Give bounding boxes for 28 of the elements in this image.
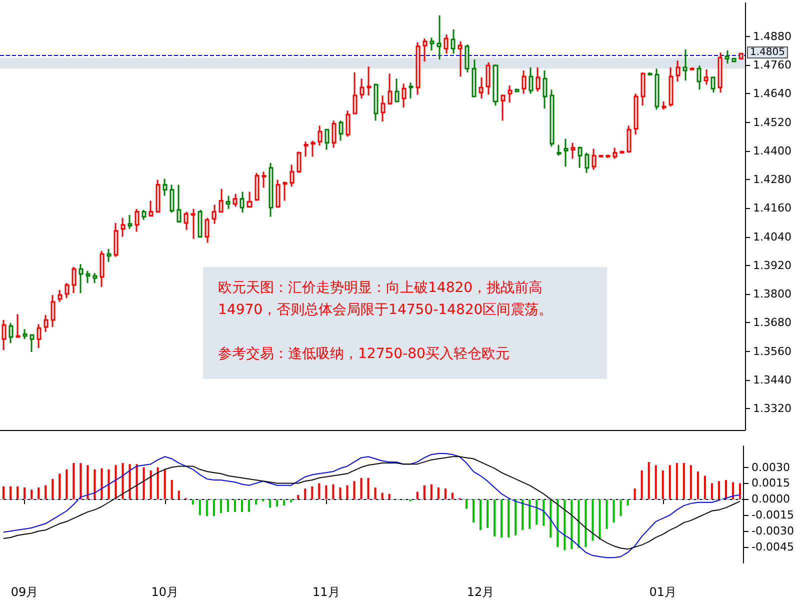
y-tick-label: 1.4880	[753, 30, 792, 43]
y-tick-label: 1.4640	[753, 87, 792, 100]
y-tick-label: 1.3920	[753, 258, 792, 272]
annotation: 欧元天图：汇价走势明显：向上破14820，挑战前高14970，否则总体会局限于14750-14820区间震荡。	[218, 279, 554, 320]
y-tick-label: 1.4160	[753, 202, 792, 215]
y-tick-label: 1.3560	[753, 344, 792, 358]
y-tick-label: 0.0015	[752, 476, 790, 490]
x-tick-label: 10月	[151, 585, 178, 599]
annotation: 参考交易：逢低吸纳，12750-80买入轻仓欧元	[218, 345, 510, 364]
x-tick-label: 11月	[312, 585, 340, 599]
y-tick-label: 0.0000	[752, 492, 790, 506]
y-tick-label: 1.4760	[753, 58, 792, 72]
y-tick-label: 1.3680	[753, 316, 792, 330]
y-tick-label: 1.3800	[753, 288, 792, 301]
x-tick-label: 09月	[10, 585, 38, 599]
x-tick-label: 12月	[466, 585, 494, 599]
y-tick-label: -0.0030	[752, 524, 794, 538]
y-tick-label: -0.0015	[752, 508, 794, 522]
x-tick-label: 01月	[649, 585, 677, 599]
ref-line-label: 1.4805	[750, 46, 785, 58]
y-tick-label: 1.3320	[753, 402, 792, 416]
y-tick-label: 1.4280	[753, 173, 792, 186]
y-tick-label: 0.0030	[752, 460, 790, 474]
y-tick-label: 1.4040	[753, 230, 792, 244]
y-tick-label: -0.0045	[752, 540, 794, 554]
y-tick-label: 1.4400	[753, 144, 792, 158]
y-tick-label: 1.3440	[753, 373, 792, 386]
y-tick-label: 1.4520	[753, 116, 792, 129]
